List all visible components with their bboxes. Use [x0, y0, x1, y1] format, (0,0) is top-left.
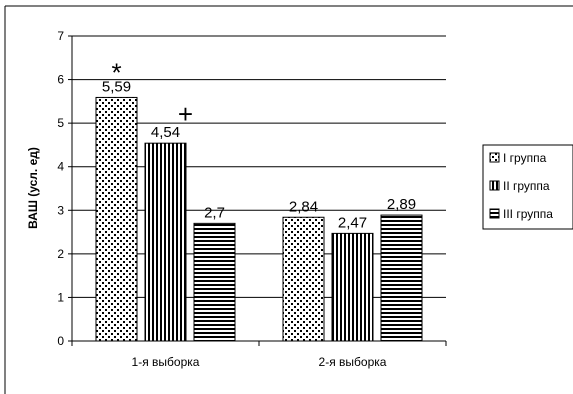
- legend-swatch: [489, 180, 500, 191]
- bar: [95, 96, 138, 342]
- y-tick-label: 2: [57, 247, 64, 261]
- x-category-label: 1-я выборка: [132, 355, 200, 369]
- legend-swatch: [489, 208, 500, 219]
- data-label: 2,7: [204, 204, 225, 221]
- labels: 0 1 2 3 4 5 6 7 5,59 4,54 2,7 1-я выборка 2,84 2,47 2,…: [57, 29, 416, 369]
- bar: [144, 142, 187, 342]
- legend-label: I группа: [503, 151, 547, 165]
- y-tick-label: 1: [57, 290, 64, 304]
- significance-marker: *: [111, 57, 121, 87]
- legend-label: II группа: [503, 179, 550, 193]
- bar: [331, 232, 374, 342]
- legend-label: III группа: [503, 207, 553, 221]
- axes: [68, 35, 447, 346]
- bar: [380, 214, 423, 342]
- y-tick-label: 5: [57, 116, 64, 130]
- y-tick-label: 7: [57, 29, 64, 43]
- y-tick-label: 6: [57, 73, 64, 87]
- legend: I группа II группа III группа: [482, 144, 573, 230]
- data-label: 2,47: [338, 214, 367, 231]
- x-category-label: 2-я выборка: [319, 355, 387, 369]
- bar: [282, 216, 325, 342]
- data-label: 2,84: [289, 198, 318, 215]
- data-label: 5,59: [102, 78, 131, 95]
- significance-marker: +: [178, 99, 193, 129]
- y-axis-label: ВАШ (усл. ед): [26, 147, 40, 229]
- legend-swatch: [489, 152, 500, 163]
- data-label: 2,89: [387, 196, 416, 213]
- y-tick-label: 0: [57, 334, 64, 348]
- bars: [95, 96, 423, 342]
- data-label: 4,54: [151, 124, 180, 141]
- bar: [193, 222, 236, 342]
- y-tick-label: 4: [57, 160, 64, 174]
- y-tick-label: 3: [57, 203, 64, 217]
